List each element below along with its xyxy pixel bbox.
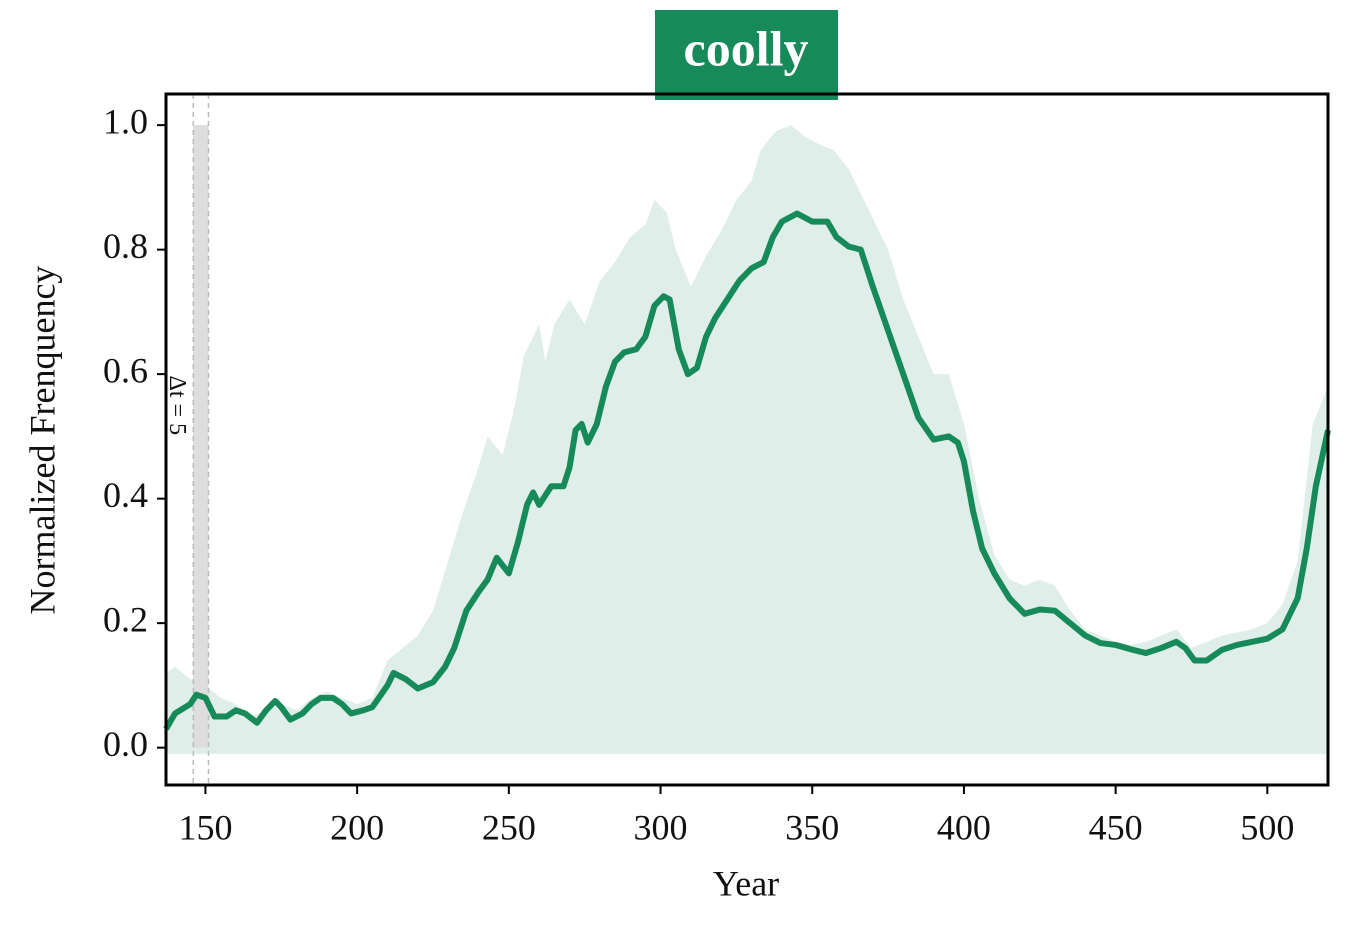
span-label: Δt = 5 (164, 375, 190, 435)
y-axis-label: Normalized Frenquency (22, 266, 62, 615)
title-box (655, 10, 838, 100)
x-tick-label: 150 (178, 807, 232, 847)
x-tick-label: 350 (785, 807, 839, 847)
plot-frame (164, 92, 1330, 787)
x-tick-label: 250 (482, 807, 536, 847)
x-tick-label: 450 (1089, 807, 1143, 847)
y-tick-label: 0.2 (103, 599, 148, 639)
y-tick-label: 0.8 (103, 226, 148, 266)
x-tick-label: 400 (937, 807, 991, 847)
x-axis-label: Year (713, 863, 779, 903)
span-region (193, 125, 209, 748)
chart-title: coolly (684, 20, 809, 76)
band-area (166, 125, 1328, 754)
x-tick-label: 300 (634, 807, 688, 847)
x-tick-label: 200 (330, 807, 384, 847)
x-tick-label: 500 (1240, 807, 1294, 847)
y-tick-label: 0.4 (103, 475, 148, 515)
y-tick-label: 0.0 (103, 724, 148, 764)
line (163, 210, 1331, 731)
y-tick-label: 0.6 (103, 350, 148, 390)
y-tick-label: 1.0 (103, 101, 148, 141)
